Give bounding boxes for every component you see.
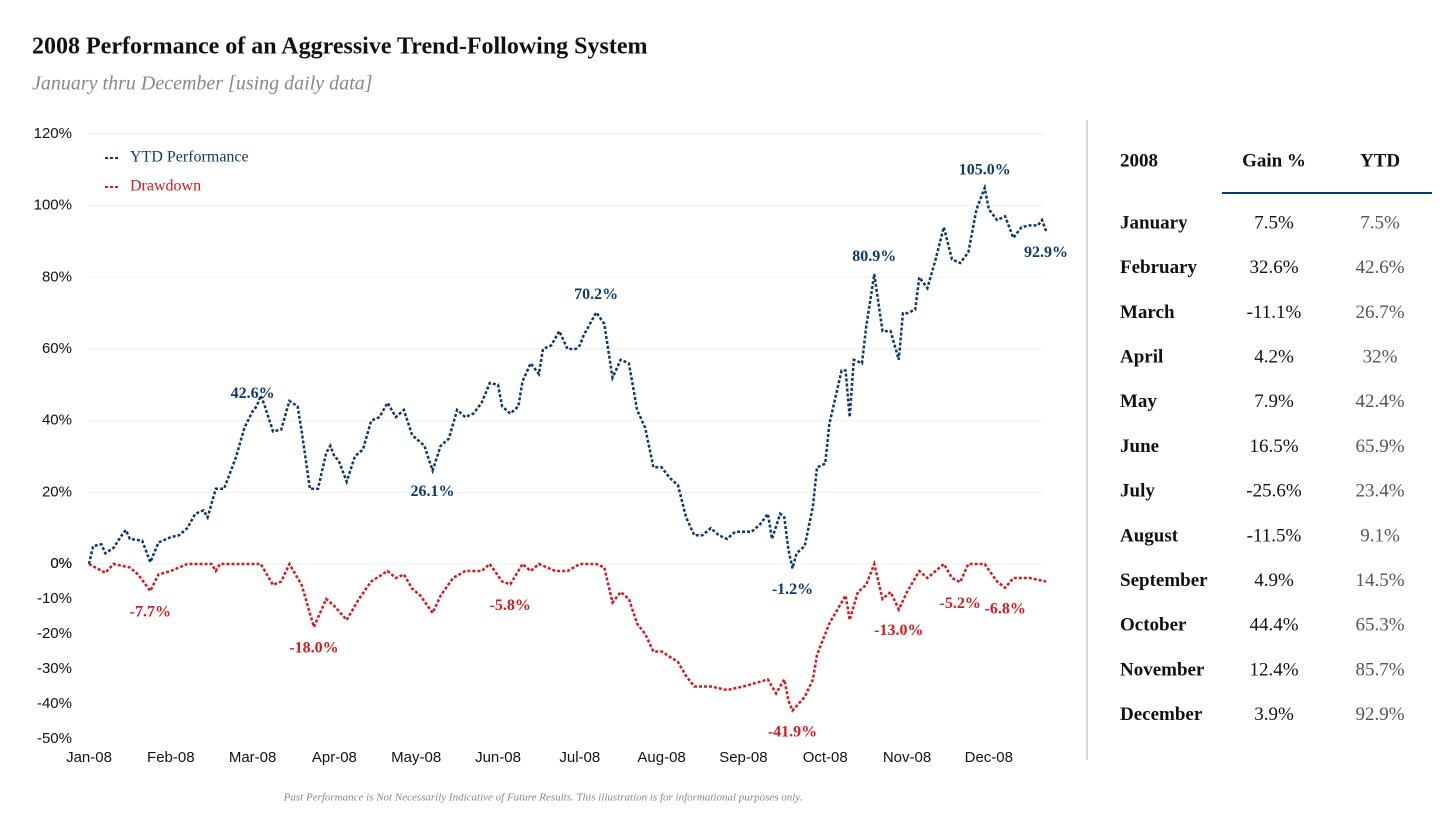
table-cell: October (1120, 615, 1187, 636)
legend-label: Drawdown (130, 178, 201, 195)
table-cell: 44.4% (1249, 615, 1298, 636)
x-tick-label: Oct-08 (803, 749, 848, 766)
y-tick-label: 80% (42, 268, 72, 285)
chart-subtitle: January thru December [using daily data] (32, 73, 373, 95)
x-tick-label: Jun-08 (475, 749, 521, 766)
data-label: 80.9% (852, 248, 896, 265)
y-tick-label: 60% (42, 340, 72, 357)
table-cell: September (1120, 570, 1208, 591)
y2-tick-label: -40% (37, 695, 72, 712)
y-tick-label: 20% (42, 483, 72, 500)
y2-tick-label: 0% (50, 555, 72, 572)
table-cell: August (1120, 525, 1179, 546)
series-line (88, 559, 1047, 713)
data-label: 92.9% (1024, 244, 1068, 261)
y2-tick-label: -20% (37, 625, 72, 642)
footnote: Past Performance is Not Necessarily Indi… (283, 792, 803, 804)
table-cell: January (1120, 212, 1188, 233)
data-label: -13.0% (874, 622, 923, 639)
y-tick-label: 40% (42, 412, 72, 429)
y-tick-label: 120% (34, 125, 72, 142)
y-tick-label: 100% (34, 197, 72, 214)
table-cell: 4.9% (1254, 570, 1294, 591)
table-header: Gain % (1242, 150, 1306, 171)
table-cell: 16.5% (1249, 436, 1298, 457)
y2-tick-label: -30% (37, 660, 72, 677)
table-cell: February (1120, 257, 1198, 278)
data-label: -1.2% (772, 581, 813, 598)
table-header: YTD (1360, 150, 1400, 171)
table-cell: 7.5% (1360, 212, 1400, 233)
y-tick-label: 0% (50, 555, 72, 572)
table-cell: 32% (1363, 346, 1398, 367)
data-label: 42.6% (231, 385, 275, 402)
data-label: 26.1% (411, 483, 455, 500)
data-label: -6.8% (984, 600, 1025, 617)
table-cell: 12.4% (1249, 659, 1298, 680)
y2-tick-label: -10% (37, 590, 72, 607)
x-tick-label: Nov-08 (883, 749, 931, 766)
x-tick-label: May-08 (391, 749, 441, 766)
table-cell: -25.6% (1246, 481, 1302, 502)
table-cell: 65.9% (1355, 436, 1404, 457)
table-cell: 23.4% (1355, 481, 1404, 502)
x-tick-label: Apr-08 (312, 749, 357, 766)
table-cell: May (1120, 391, 1157, 412)
table-cell: 42.4% (1355, 391, 1404, 412)
table-cell: 42.6% (1355, 257, 1404, 278)
table-cell: 7.9% (1254, 391, 1294, 412)
table-cell: 92.9% (1355, 704, 1404, 725)
table-cell: 65.3% (1355, 615, 1404, 636)
series-line (87, 183, 1048, 569)
data-label: -5.2% (940, 595, 981, 612)
table-cell: 9.1% (1360, 525, 1400, 546)
table-cell: November (1120, 659, 1205, 680)
x-tick-label: Dec-08 (965, 749, 1013, 766)
data-label: 105.0% (959, 161, 1011, 178)
table-cell: June (1120, 436, 1159, 457)
table-cell: 26.7% (1355, 302, 1404, 323)
table-cell: 7.5% (1254, 212, 1294, 233)
table-cell: July (1120, 481, 1155, 502)
chart-title: 2008 Performance of an Aggressive Trend-… (32, 34, 648, 60)
table-header: 2008 (1120, 150, 1158, 171)
x-tick-label: Mar-08 (229, 749, 277, 766)
table-cell: December (1120, 704, 1203, 725)
x-tick-label: Jan-08 (66, 749, 112, 766)
x-tick-label: Feb-08 (147, 749, 195, 766)
x-tick-label: Sep-08 (719, 749, 767, 766)
data-label: 70.2% (574, 286, 618, 303)
y2-tick-label: -50% (37, 730, 72, 747)
table-cell: 14.5% (1355, 570, 1404, 591)
data-label: -7.7% (130, 604, 171, 621)
data-label: -5.8% (490, 597, 531, 614)
table-cell: March (1120, 302, 1175, 323)
legend-label: YTD Performance (130, 149, 249, 166)
table-cell: April (1120, 346, 1163, 367)
table-cell: -11.5% (1247, 525, 1302, 546)
table-cell: 85.7% (1355, 659, 1404, 680)
table-cell: -11.1% (1247, 302, 1302, 323)
table-cell: 32.6% (1249, 257, 1298, 278)
table-cell: 4.2% (1254, 346, 1294, 367)
data-label: -41.9% (768, 723, 817, 740)
x-tick-label: Jul-08 (559, 749, 600, 766)
table-cell: 3.9% (1254, 704, 1294, 725)
data-label: -18.0% (289, 640, 338, 657)
x-tick-label: Aug-08 (637, 749, 685, 766)
